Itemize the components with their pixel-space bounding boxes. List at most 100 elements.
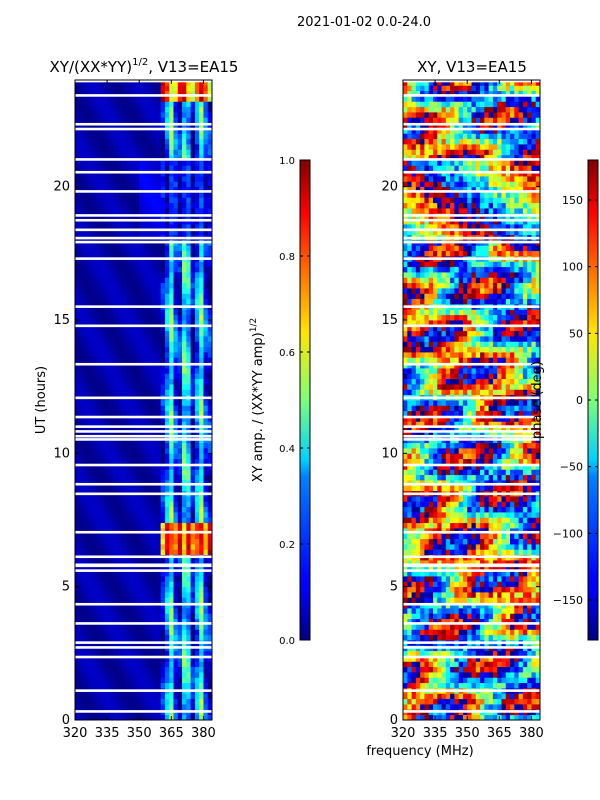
flagged-gap <box>75 563 212 567</box>
heatmap-cell <box>164 666 170 673</box>
heatmap-cell <box>492 672 498 678</box>
heatmap-cell <box>467 618 472 625</box>
heatmap-cell <box>203 128 209 134</box>
heatmap-cell <box>182 229 187 236</box>
heatmap-cell <box>207 122 213 129</box>
heatmap-cell <box>75 373 80 380</box>
heatmap-cell <box>199 517 204 524</box>
heatmap-cell <box>177 448 183 454</box>
heatmap-cell <box>139 512 144 518</box>
heatmap-cell <box>147 496 153 502</box>
heatmap-cell <box>143 586 149 593</box>
heatmap-cell <box>92 528 97 534</box>
heatmap-cell <box>156 138 162 145</box>
heatmap-cell <box>505 677 511 684</box>
heatmap-cell <box>134 325 140 332</box>
heatmap-cell <box>75 586 80 593</box>
heatmap-cell <box>134 128 140 134</box>
heatmap-cell <box>177 298 183 305</box>
heatmap-cell <box>160 613 166 620</box>
heatmap-cell <box>96 117 102 124</box>
heatmap-cell <box>126 181 132 188</box>
heatmap-cell <box>462 634 468 641</box>
heatmap-cell <box>134 362 140 369</box>
heatmap-cell <box>156 618 162 625</box>
heatmap-cell <box>134 320 140 326</box>
heatmap-cell <box>75 501 80 508</box>
heatmap-cell <box>403 592 408 598</box>
heatmap-cell <box>130 464 136 470</box>
heatmap-cell <box>96 432 102 438</box>
heatmap-cell <box>169 405 174 412</box>
heatmap-cell <box>87 138 93 145</box>
heatmap-cell <box>199 106 204 113</box>
heatmap-cell <box>92 288 97 294</box>
heatmap-cell <box>480 560 485 566</box>
heatmap-cell <box>130 661 136 668</box>
heatmap-cell <box>83 362 89 369</box>
heatmap-cell <box>147 512 153 518</box>
heatmap-cell <box>207 533 213 540</box>
heatmap-cell <box>147 325 153 332</box>
heatmap-cell <box>182 458 187 465</box>
heatmap-cell <box>203 602 209 609</box>
heatmap-cell <box>143 181 149 188</box>
heatmap-cell <box>147 624 153 630</box>
heatmap-cell <box>122 629 127 636</box>
heatmap-cell <box>186 165 191 172</box>
heatmap-cell <box>173 229 179 236</box>
heatmap-cell <box>139 320 144 326</box>
heatmap-cell <box>450 576 455 582</box>
heatmap-cell <box>441 666 447 673</box>
heatmap-cell <box>484 581 490 588</box>
heatmap-cell <box>96 320 102 326</box>
heatmap-cell <box>182 341 187 348</box>
heatmap-cell <box>75 341 80 348</box>
heatmap-cell <box>441 592 447 598</box>
heatmap-cell <box>117 293 123 300</box>
heatmap-cell <box>75 693 80 700</box>
heatmap-cell <box>160 346 166 353</box>
heatmap-cell <box>199 261 204 268</box>
heatmap-cell <box>130 352 136 358</box>
heatmap-cell <box>152 410 157 417</box>
heatmap-cell <box>186 586 191 593</box>
heatmap-cell <box>182 245 187 252</box>
heatmap-cell <box>432 661 438 668</box>
heatmap-cell <box>428 565 434 572</box>
heatmap-cell <box>104 346 110 353</box>
heatmap-cell <box>169 357 174 364</box>
heatmap-cell <box>424 586 430 593</box>
heatmap-cell <box>152 106 157 113</box>
heatmap-cell <box>134 549 140 556</box>
heatmap-cell <box>173 309 179 316</box>
heatmap-cell <box>203 410 209 417</box>
heatmap-cell <box>173 325 179 332</box>
heatmap-cell <box>471 656 477 662</box>
heatmap-cell <box>134 336 140 342</box>
heatmap-cell <box>173 101 179 108</box>
heatmap-cell <box>458 650 464 657</box>
heatmap-cell <box>100 218 106 225</box>
heatmap-cell <box>480 613 485 620</box>
heatmap-cell <box>173 666 179 673</box>
heatmap-cell <box>190 138 196 145</box>
heatmap-cell <box>177 138 183 145</box>
heatmap-cell <box>104 117 110 124</box>
heatmap-cell <box>83 650 89 657</box>
heatmap-cell <box>420 549 425 556</box>
heatmap-cell <box>492 608 498 614</box>
heatmap-cell <box>505 661 511 668</box>
heatmap-cell <box>203 224 209 230</box>
heatmap-cell <box>92 666 97 673</box>
heatmap-cell <box>415 629 421 636</box>
heatmap-cell <box>139 565 144 572</box>
heatmap-cell <box>130 346 136 353</box>
heatmap-cell <box>96 261 102 268</box>
heatmap-cell <box>104 208 110 214</box>
heatmap-cell <box>143 165 149 172</box>
heatmap-cell <box>104 538 110 545</box>
heatmap-cell <box>194 336 200 342</box>
heatmap-cell <box>160 149 166 156</box>
heatmap-cell <box>100 197 106 204</box>
